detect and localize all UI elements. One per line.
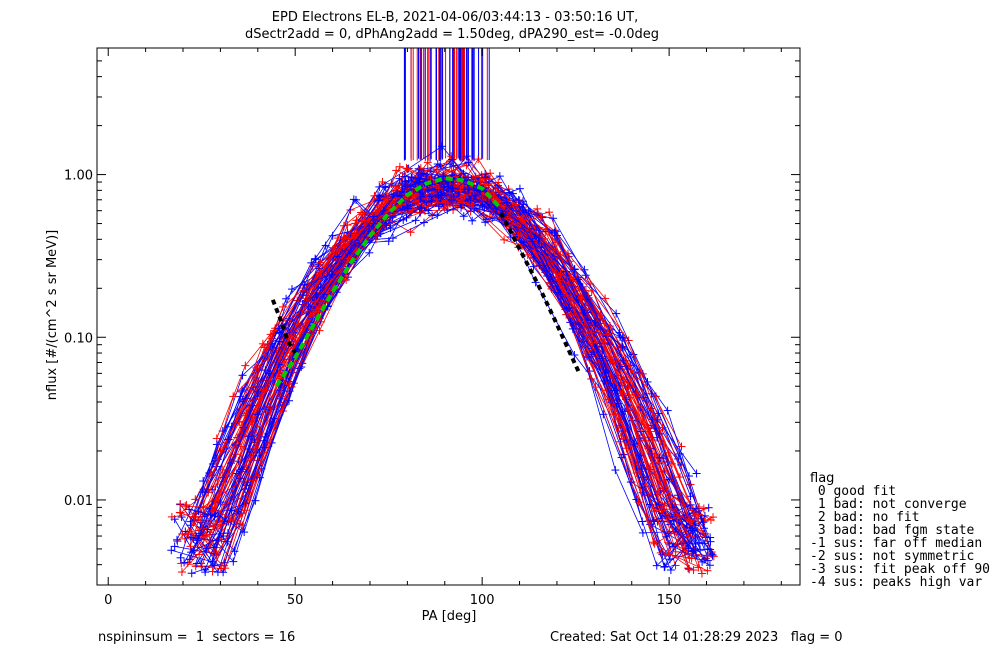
y-tick-label: 1.00 [64, 169, 93, 184]
legend-item: -3 sus: fit peak off 90 [810, 562, 990, 577]
x-axis-ticks: 0 50 100 150 [104, 48, 782, 608]
series-line [191, 164, 708, 572]
footer-left: nspininsum = 1 sectors = 16 [98, 630, 295, 645]
legend-item: 2 bad: no fit [810, 510, 920, 525]
legend-item: -4 sus: peaks high var [810, 575, 982, 590]
footer-right: Created: Sat Oct 14 01:28:29 2023 flag =… [550, 630, 843, 645]
plot-frame [96, 47, 801, 586]
plot-data [167, 48, 718, 578]
data-lines [167, 48, 718, 578]
legend-item: 0 good fit [810, 484, 896, 499]
y-tick-label: 0.10 [64, 331, 93, 346]
chart-title: EPD Electrons EL-B, 2021-04-06/03:44:13 … [272, 10, 638, 25]
green-fit-curve [274, 176, 503, 388]
legend-item: 3 bad: bad fgm state [810, 523, 975, 538]
legend-item: -2 sus: not symmetric [810, 549, 974, 564]
series-line [184, 179, 704, 540]
x-tick-label: 0 [104, 593, 112, 608]
y-axis-ticks: 0.01 0.10 1.00 [64, 60, 800, 566]
y-tick-label: 0.01 [64, 494, 93, 509]
series-line [191, 180, 709, 561]
x-tick-label: 150 [657, 593, 682, 608]
x-axis-label: PA [deg] [422, 609, 477, 624]
chart-subtitle: dSectr2add = 0, dPhAng2add = 1.50deg, dP… [245, 27, 659, 42]
black-fit-curve [270, 299, 297, 355]
legend-title: flag [810, 471, 834, 486]
x-tick-label: 50 [287, 593, 304, 608]
series-line [179, 187, 690, 559]
legend: flag 0 good fit 1 bad: not converge 2 ba… [810, 471, 990, 590]
y-axis-label: nflux [#/(cm^2 s sr MeV)] [45, 230, 60, 400]
x-tick-label: 100 [470, 593, 495, 608]
legend-item: 1 bad: not converge [810, 497, 967, 512]
legend-item: -1 sus: far off median [810, 536, 982, 551]
